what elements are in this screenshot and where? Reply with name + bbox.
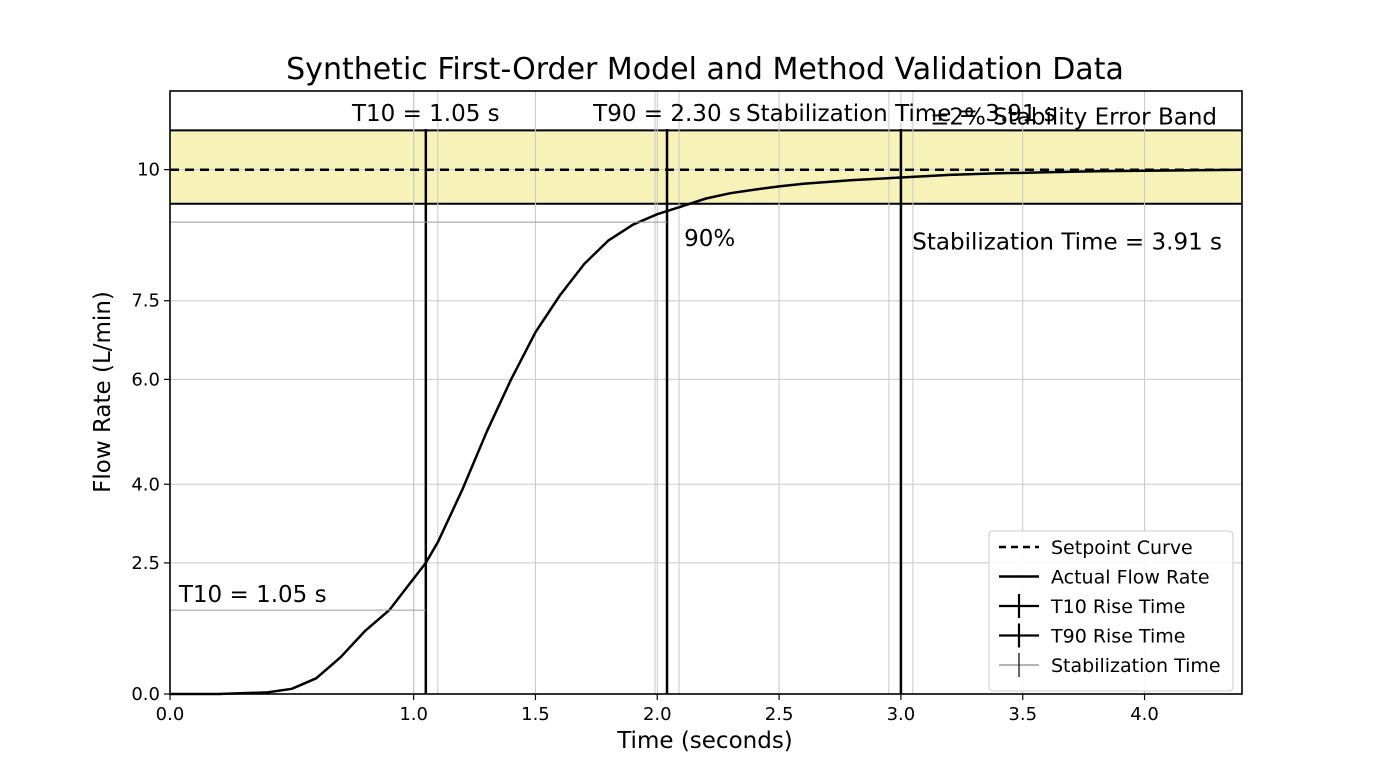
annotation-stab: Stabilization Time = 3.91 s [912,229,1222,255]
legend-label-0: Setpoint Curve [1051,537,1193,559]
x-tick-label-0: 0.0 [156,704,185,725]
legend-label-1: Actual Flow Rate [1051,567,1210,589]
x-tick-label-7: 4.0 [1130,704,1159,725]
y-tick-label-4: 7.5 [131,291,160,312]
annotation-band: ±2% Stability Error Band [930,104,1217,130]
y-axis-label: Flow Rate (L/min) [90,291,116,493]
x-tick-label-3: 2.0 [643,704,672,725]
y-tick-label-3: 6.0 [131,369,160,390]
x-tick-label-2: 1.5 [521,704,550,725]
series-line-1 [170,168,1243,696]
plot-frame [169,90,1243,695]
chart-title: Synthetic First-Order Model and Method V… [286,52,1124,87]
x-tick-label-1: 1.0 [399,704,428,725]
legend: Setpoint Curve Actual Flow Rate T10 Rise T… [988,530,1234,692]
annotation-ninety: 90% [684,226,735,252]
annotation-layer: T10 = 1.05 s 90% Stabilization Time = 3.91… [178,104,1222,608]
x-tick-label-5: 3.0 [887,704,916,725]
error-band-layer [170,129,1242,205]
marker-label-1: T90 = 2.30 s [592,101,741,127]
marker-label-2: Stabilization Time = 3.91 s [746,101,1056,127]
marker-label-0: T10 = 1.05 s [351,101,500,127]
x-tick-label-6: 3.5 [1008,704,1037,725]
x-axis-label: Time (seconds) [616,728,793,754]
legend-box [988,530,1234,692]
legend-label-3: T90 Rise Time [1050,626,1185,648]
series-layer [170,168,1243,696]
stability-error-band [170,130,1242,204]
y-tick-label-0: 0.0 [131,684,160,705]
legend-label-2: T10 Rise Time [1050,596,1185,618]
y-tick-label-2: 4.0 [131,474,160,495]
vertical-marker-layer: T10 = 1.05 s T90 = 2.30 s Stabilization Ti… [351,91,1056,694]
tick-layer: 0.0 1.0 1.5 2.0 2.5 3.0 3.5 4.0 0.0 2.5 4.0 6.0 7.5 1… [131,160,1159,725]
y-tick-label-5: 10 [137,160,160,181]
annotation-t10: T10 = 1.05 s [178,582,327,608]
x-tick-label-4: 2.5 [765,704,794,725]
legend-label-4: Stabilization Time [1051,655,1221,677]
plot-frame-layer [169,90,1243,695]
y-tick-label-1: 2.5 [131,553,160,574]
